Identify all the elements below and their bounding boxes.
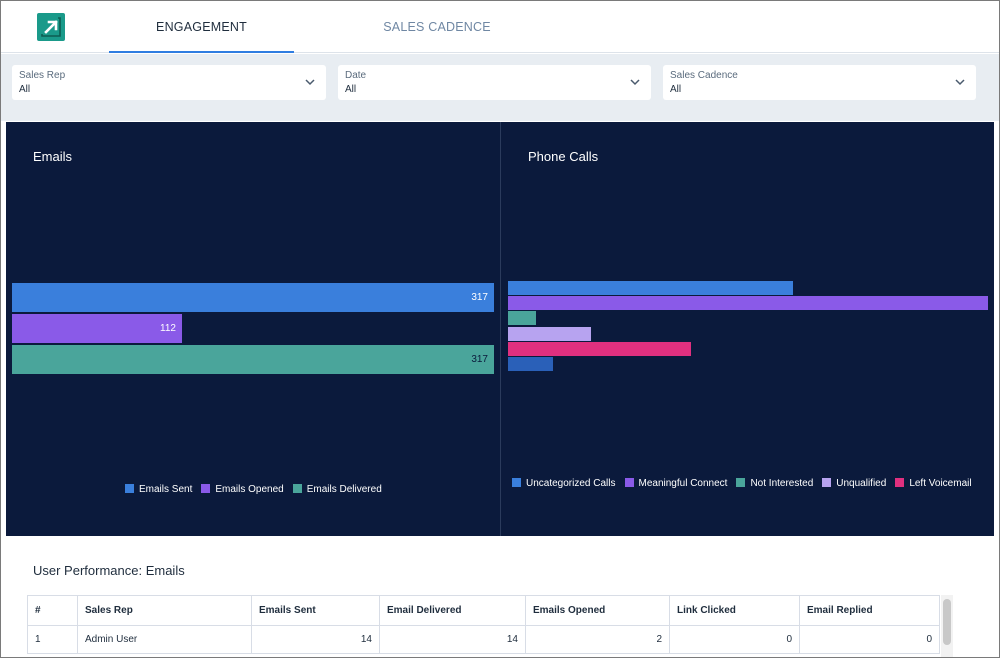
phone-calls-bar[interactable] bbox=[508, 357, 553, 371]
column-header[interactable]: # bbox=[27, 595, 78, 626]
legend-item[interactable]: Not Interested bbox=[736, 478, 813, 489]
legend-swatch bbox=[292, 484, 302, 493]
table-cell: 14 bbox=[251, 625, 380, 654]
emails-bar-value-label: 317 bbox=[471, 292, 488, 303]
legend-item[interactable]: Unqualified bbox=[822, 478, 886, 489]
legend-swatch bbox=[512, 478, 521, 487]
app-header: ENGAGEMENT PERFORMANCE SALES CADENCE PER… bbox=[1, 1, 999, 86]
legend-label: Left Voicemail bbox=[909, 478, 972, 489]
chevron-down-icon bbox=[305, 79, 315, 86]
sales-cadence-filter[interactable]: Sales Cadence All bbox=[663, 65, 976, 100]
phone-calls-bar[interactable] bbox=[508, 296, 988, 310]
table-cell: 0 bbox=[669, 625, 800, 654]
legend-swatch bbox=[125, 484, 134, 493]
emails-bar-value-label: 112 bbox=[160, 323, 176, 334]
chart-divider bbox=[500, 122, 501, 536]
phone-calls-bar[interactable] bbox=[508, 281, 793, 295]
filter-bar: Sales Rep All Date All Sales Cadence All bbox=[1, 54, 999, 121]
phone-calls-bar[interactable] bbox=[508, 311, 536, 325]
legend-item[interactable]: Uncategorized Calls bbox=[512, 478, 616, 489]
emails-bar[interactable] bbox=[12, 314, 182, 343]
phone-calls-legend: Uncategorized Calls Meaningful Connect Not… bbox=[512, 478, 981, 489]
chevron-down-icon bbox=[955, 79, 965, 86]
legend-item[interactable]: Meaningful Connect bbox=[624, 478, 728, 489]
table-row[interactable]: 1 Admin User 14 14 2 0 0 bbox=[27, 625, 940, 654]
phone-calls-bar[interactable] bbox=[508, 342, 691, 356]
legend-label: Emails Sent bbox=[139, 484, 193, 495]
column-header[interactable]: Emails Sent bbox=[251, 595, 380, 626]
legend-item[interactable]: Emails Sent bbox=[125, 484, 192, 495]
emails-bar[interactable] bbox=[12, 345, 494, 374]
table-scrollbar[interactable] bbox=[941, 595, 953, 657]
legend-swatch bbox=[201, 484, 211, 493]
filter-value: All bbox=[345, 84, 357, 95]
table-cell: 2 bbox=[525, 625, 670, 654]
emails-bar[interactable] bbox=[12, 283, 494, 312]
legend-item[interactable]: Left Voicemail bbox=[895, 478, 972, 489]
legend-label: Meaningful Connect bbox=[638, 478, 728, 489]
table-cell: 1 bbox=[27, 625, 78, 654]
legend-label: Uncategorized Calls bbox=[526, 478, 616, 489]
chevron-down-icon bbox=[630, 79, 640, 86]
filter-value: All bbox=[670, 84, 682, 95]
phone-calls-chart-title: Phone Calls bbox=[528, 149, 599, 164]
filter-value: All bbox=[19, 84, 31, 95]
table-cell: 14 bbox=[379, 625, 526, 654]
emails-bar-value-label: 317 bbox=[471, 354, 488, 365]
legend-swatch bbox=[822, 478, 832, 487]
column-header[interactable]: Link Clicked bbox=[669, 595, 800, 626]
legend-item[interactable]: Emails Delivered bbox=[292, 484, 382, 495]
tab-engagement-performance[interactable]: ENGAGEMENT PERFORMANCE bbox=[109, 1, 294, 86]
user-performance-title: User Performance: Emails bbox=[33, 563, 185, 578]
charts-panel: Emails 317 112 317 Emails Sent Emails Opene… bbox=[6, 122, 994, 536]
scrollbar-thumb[interactable] bbox=[943, 599, 951, 645]
tab-sales-cadence-performance[interactable]: SALES CADENCE PERFORMANCE bbox=[383, 20, 491, 86]
app-logo-icon[interactable] bbox=[37, 13, 65, 41]
column-header[interactable]: Email Replied bbox=[799, 595, 940, 626]
legend-item[interactable]: Emails Opened bbox=[201, 484, 284, 495]
user-performance-table: # Sales Rep Emails Sent Email Delivered Emai… bbox=[27, 595, 940, 654]
legend-label: Not Interested bbox=[750, 478, 814, 489]
legend-swatch bbox=[624, 478, 634, 487]
table-cell: Admin User bbox=[77, 625, 252, 654]
legend-label: Unqualified bbox=[836, 478, 887, 489]
legend-label: Emails Delivered bbox=[306, 484, 382, 495]
date-filter[interactable]: Date All bbox=[338, 65, 651, 100]
sales-rep-filter[interactable]: Sales Rep All bbox=[12, 65, 326, 100]
emails-legend: Emails Sent Emails Opened Emails Delivered bbox=[125, 484, 391, 495]
legend-swatch bbox=[895, 478, 905, 487]
column-header[interactable]: Email Delivered bbox=[379, 595, 526, 626]
legend-swatch bbox=[736, 478, 746, 487]
legend-label: Emails Opened bbox=[215, 484, 284, 495]
column-header[interactable]: Sales Rep bbox=[77, 595, 252, 626]
emails-chart-title: Emails bbox=[33, 149, 73, 164]
filter-label: Sales Cadence bbox=[670, 70, 738, 81]
phone-calls-bar[interactable] bbox=[508, 327, 591, 341]
column-header[interactable]: Emails Opened bbox=[525, 595, 670, 626]
table-cell: 0 bbox=[799, 625, 940, 654]
filter-label: Date bbox=[345, 70, 367, 81]
filter-label: Sales Rep bbox=[19, 70, 66, 81]
table-header-row: # Sales Rep Emails Sent Email Delivered Emai… bbox=[27, 595, 940, 626]
